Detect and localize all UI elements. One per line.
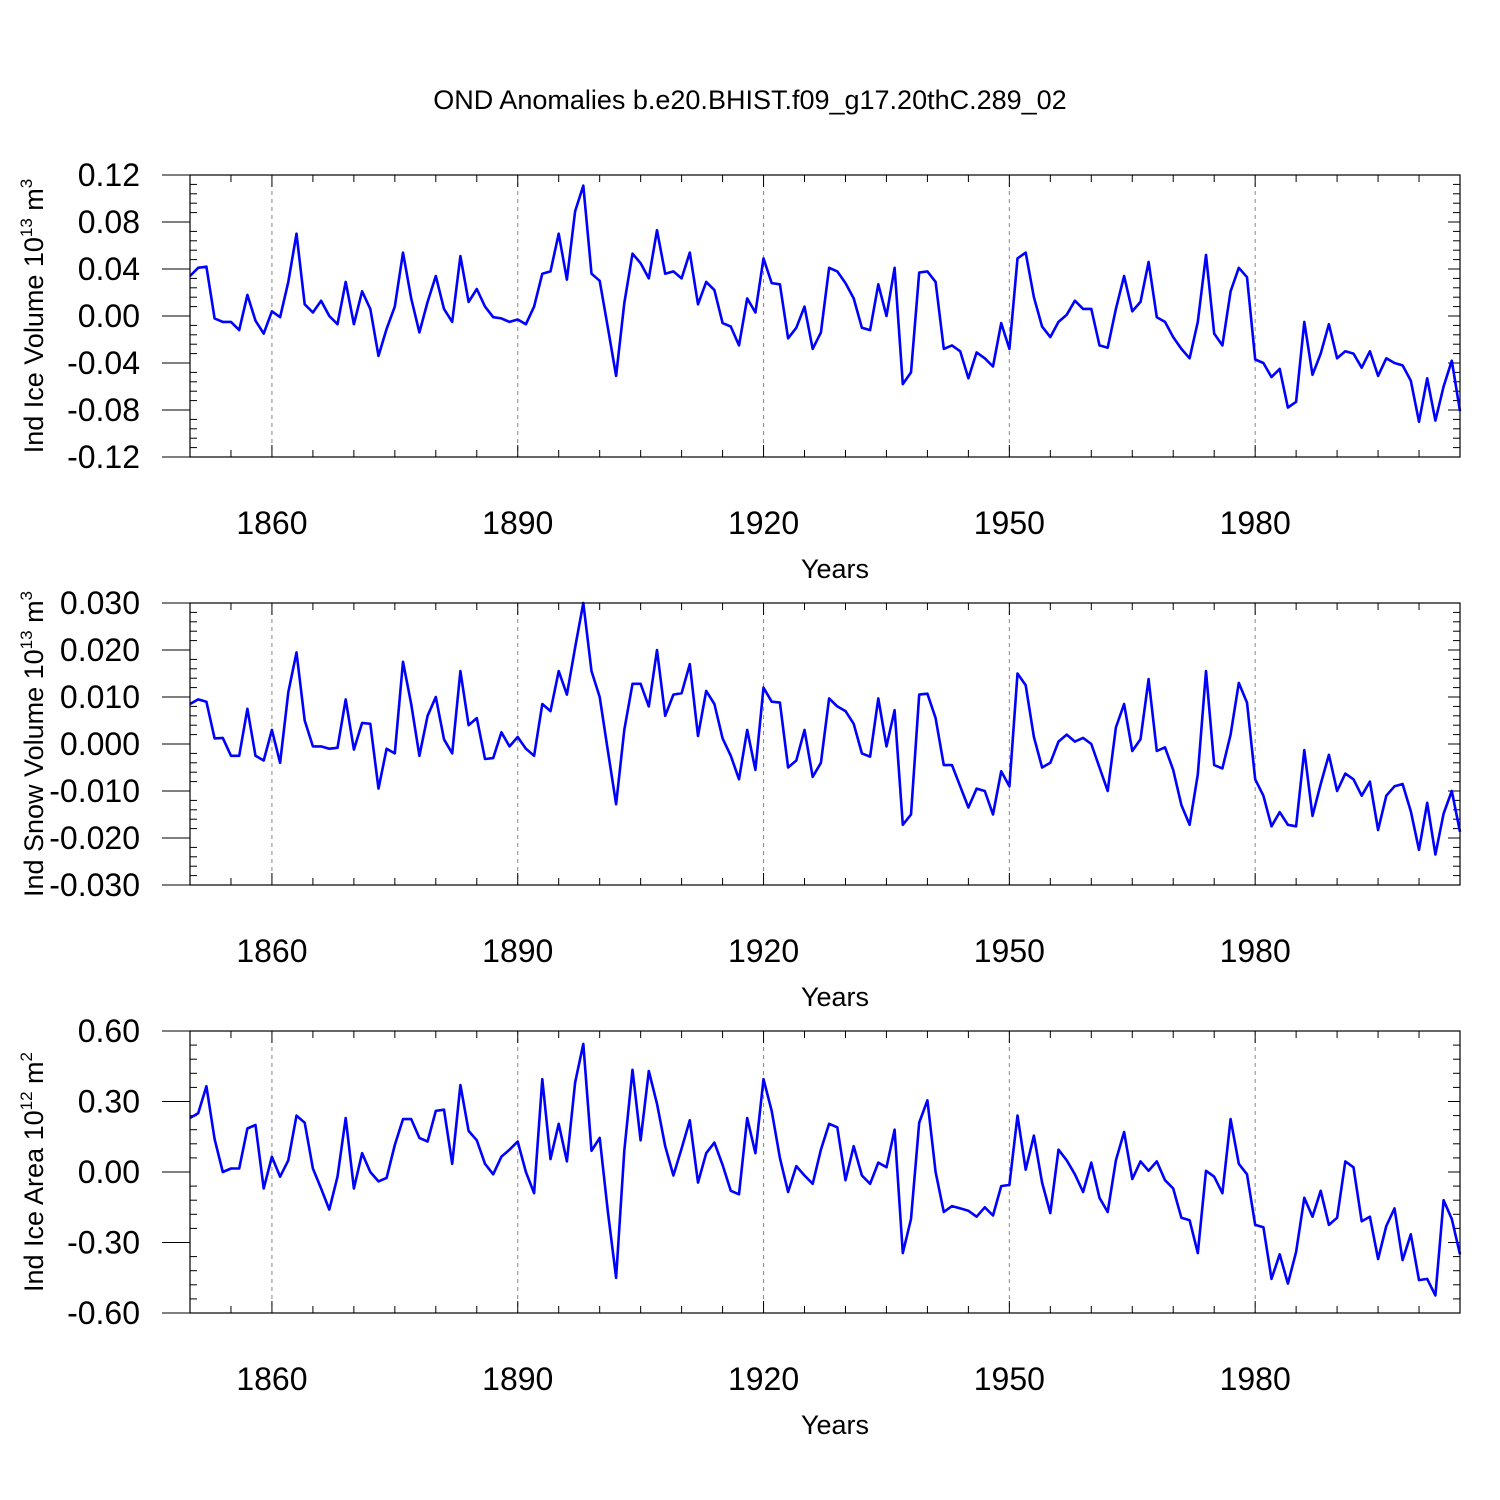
x-tick-label: 1860 — [236, 933, 307, 969]
data-series-line — [189, 1042, 1462, 1297]
y-axis-label: Ind Ice Volume 1013 m3 — [17, 179, 49, 454]
y-tick-label: 0.00 — [78, 1154, 140, 1190]
x-axis-label: Years — [801, 554, 869, 584]
y-tick-label: -0.04 — [67, 345, 140, 381]
x-tick-label: 1950 — [974, 505, 1045, 541]
y-tick-label: -0.08 — [67, 392, 140, 428]
y-tick-label: -0.010 — [49, 773, 140, 809]
x-tick-label: 1950 — [974, 933, 1045, 969]
y-tick-label: 0.00 — [78, 298, 140, 334]
x-tick-label: 1980 — [1220, 505, 1291, 541]
y-tick-label: -0.030 — [49, 867, 140, 903]
y-axis-label: Ind Ice Area 1012 m2 — [17, 1052, 49, 1292]
plot-frame — [189, 1030, 1461, 1314]
x-tick-label: 1860 — [236, 1361, 307, 1397]
x-tick-label: 1980 — [1220, 933, 1291, 969]
figure-title: OND Anomalies b.e20.BHIST.f09_g17.20thC.… — [433, 85, 1067, 115]
x-axis-label: Years — [801, 982, 869, 1012]
y-tick-label: -0.30 — [67, 1225, 140, 1261]
y-tick-label: 0.010 — [60, 679, 140, 715]
x-tick-label: 1890 — [482, 933, 553, 969]
x-tick-label: 1860 — [236, 505, 307, 541]
y-tick-label: 0.020 — [60, 632, 140, 668]
x-tick-label: 1950 — [974, 1361, 1045, 1397]
x-tick-label: 1920 — [728, 933, 799, 969]
panel-snow-volume: -0.030 -0.020 -0.010 0.000 0.010 0.020 0.030 18… — [17, 585, 1462, 1012]
x-tick-label: 1890 — [482, 1361, 553, 1397]
panel-ice-volume: -0.12 -0.08 -0.04 0.00 0.04 0.08 0.12 1860 1890 1… — [17, 157, 1462, 584]
y-tick-label: 0.08 — [78, 204, 140, 240]
x-tick-label: 1980 — [1220, 1361, 1291, 1397]
y-tick-label: 0.000 — [60, 726, 140, 762]
panel-ice-area: -0.60 -0.30 0.00 0.30 0.60 1860 1890 1920 1950 19… — [17, 1013, 1462, 1440]
plot-frame — [189, 174, 1461, 458]
y-tick-label: -0.12 — [67, 439, 140, 475]
y-tick-label: 0.60 — [78, 1013, 140, 1049]
x-tick-label: 1920 — [728, 1361, 799, 1397]
x-tick-label: 1920 — [728, 505, 799, 541]
y-tick-label: -0.60 — [67, 1295, 140, 1331]
y-tick-label: 0.12 — [78, 157, 140, 193]
data-series-line — [189, 601, 1462, 856]
y-tick-label: -0.020 — [49, 820, 140, 856]
x-tick-label: 1890 — [482, 505, 553, 541]
data-series-line — [189, 184, 1462, 424]
y-tick-label: 0.30 — [78, 1084, 140, 1120]
y-axis-label: Ind Snow Volume 1013 m3 — [17, 591, 49, 897]
x-axis-label: Years — [801, 1410, 869, 1440]
y-tick-label: 0.04 — [78, 251, 140, 287]
y-tick-label: 0.030 — [60, 585, 140, 621]
plot-frame — [189, 602, 1461, 886]
